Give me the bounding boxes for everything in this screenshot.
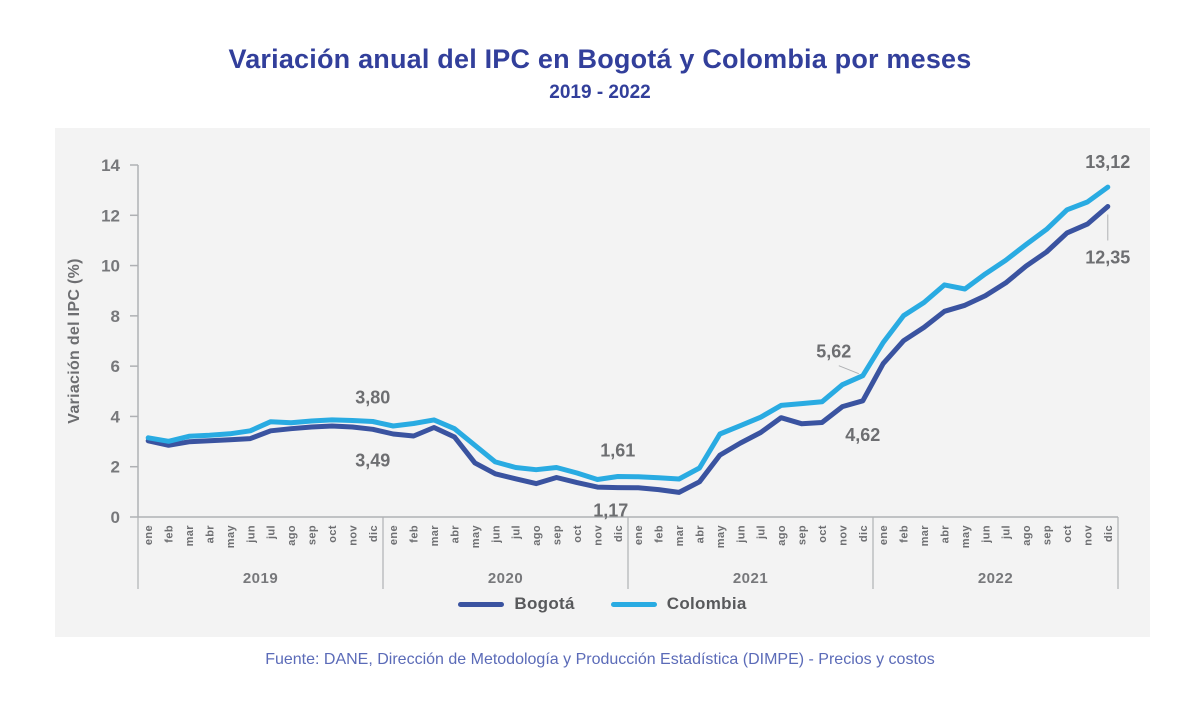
month-label: ago [776,525,788,546]
year-label: 2022 [978,570,1013,587]
series-line-colombia [145,184,1111,482]
legend-label-colombia: Colombia [666,594,747,613]
month-label: oct [1062,525,1074,543]
month-label: mar [429,525,441,547]
annotation-connector [838,365,859,375]
data-label: 3,49 [355,450,390,470]
month-label: jun [980,525,992,544]
month-label: abr [450,525,462,544]
month-label: ago [286,525,298,546]
month-label: jun [245,525,257,544]
month-label: feb [899,525,911,543]
y-tick-label: 14 [101,156,120,175]
month-label: ago [1021,525,1033,546]
legend-item-bogota: Bogotá [458,594,574,614]
chart-legend: Bogotá Colombia [55,594,1150,614]
month-label: mar [184,525,196,547]
month-label: jul [756,525,768,540]
month-label: ago [531,525,543,546]
month-label: jun [490,525,502,544]
month-label: sep [552,525,564,545]
month-label: abr [205,525,217,544]
y-tick-label: 4 [111,407,121,426]
month-label: may [225,525,237,549]
month-label: jul [511,525,523,540]
month-label: oct [817,525,829,543]
y-tick-label: 2 [111,458,120,477]
chart-header: Variación anual del IPC en Bogotá y Colo… [0,44,1200,104]
chart-panel: 0 2 4 6 8 10 12 14 ene feb mar abr may jun jul ago sep oc… [55,128,1150,637]
year-label: 2021 [733,570,768,587]
month-label: feb [164,525,176,543]
legend-label-bogota: Bogotá [514,594,575,613]
month-label: may [715,525,727,549]
month-label: jul [1001,525,1013,540]
month-label: may [960,525,972,549]
month-label: nov [592,525,604,546]
y-axis-title: Variación del IPC (%) [66,258,83,423]
data-label: 1,17 [593,501,628,521]
year-label: 2020 [488,570,523,587]
source-note: Fuente: DANE, Dirección de Metodología y… [265,651,935,668]
bogota-line-swatch [458,601,505,607]
month-label: dic [368,525,380,542]
month-label: ene [143,525,155,545]
y-tick-label: 0 [111,508,120,527]
data-label: 4,62 [845,425,880,445]
month-label: dic [1103,525,1115,542]
month-label: may [470,525,482,549]
month-label: dic [858,525,870,542]
y-tick-label: 6 [111,357,120,376]
y-tick-label: 8 [111,307,120,326]
month-label: nov [1082,525,1094,546]
month-label: jun [735,525,747,544]
month-label: mar [919,525,931,547]
month-label: abr [940,525,952,544]
month-label: ene [633,525,645,545]
month-label: abr [695,525,707,544]
month-label: ene [878,525,890,545]
month-label: sep [1042,525,1054,545]
month-label: sep [797,525,809,545]
page-title: Variación anual del IPC en Bogotá y Colo… [228,44,972,74]
series-line-bogotá [145,204,1111,495]
legend-item-colombia: Colombia [610,594,747,614]
data-label: 12,35 [1085,247,1130,267]
month-label: mar [674,525,686,547]
data-label: 1,61 [600,441,635,461]
y-tick-label: 12 [101,206,120,225]
year-label: 2019 [243,570,278,587]
month-label: ene [388,525,400,545]
month-label: feb [654,525,666,543]
data-label: 3,80 [355,387,390,407]
data-label: 5,62 [816,342,851,362]
month-label: feb [409,525,421,543]
colombia-line-swatch [610,601,657,607]
month-label: oct [327,525,339,543]
y-tick-label: 10 [101,257,120,276]
month-label: oct [572,525,584,543]
page-subtitle: 2019 - 2022 [549,82,651,103]
month-label: dic [613,525,625,542]
month-label: nov [837,525,849,546]
data-label: 13,12 [1085,152,1130,172]
month-label: nov [347,525,359,546]
month-label: jul [266,525,278,540]
month-label: sep [307,525,319,545]
